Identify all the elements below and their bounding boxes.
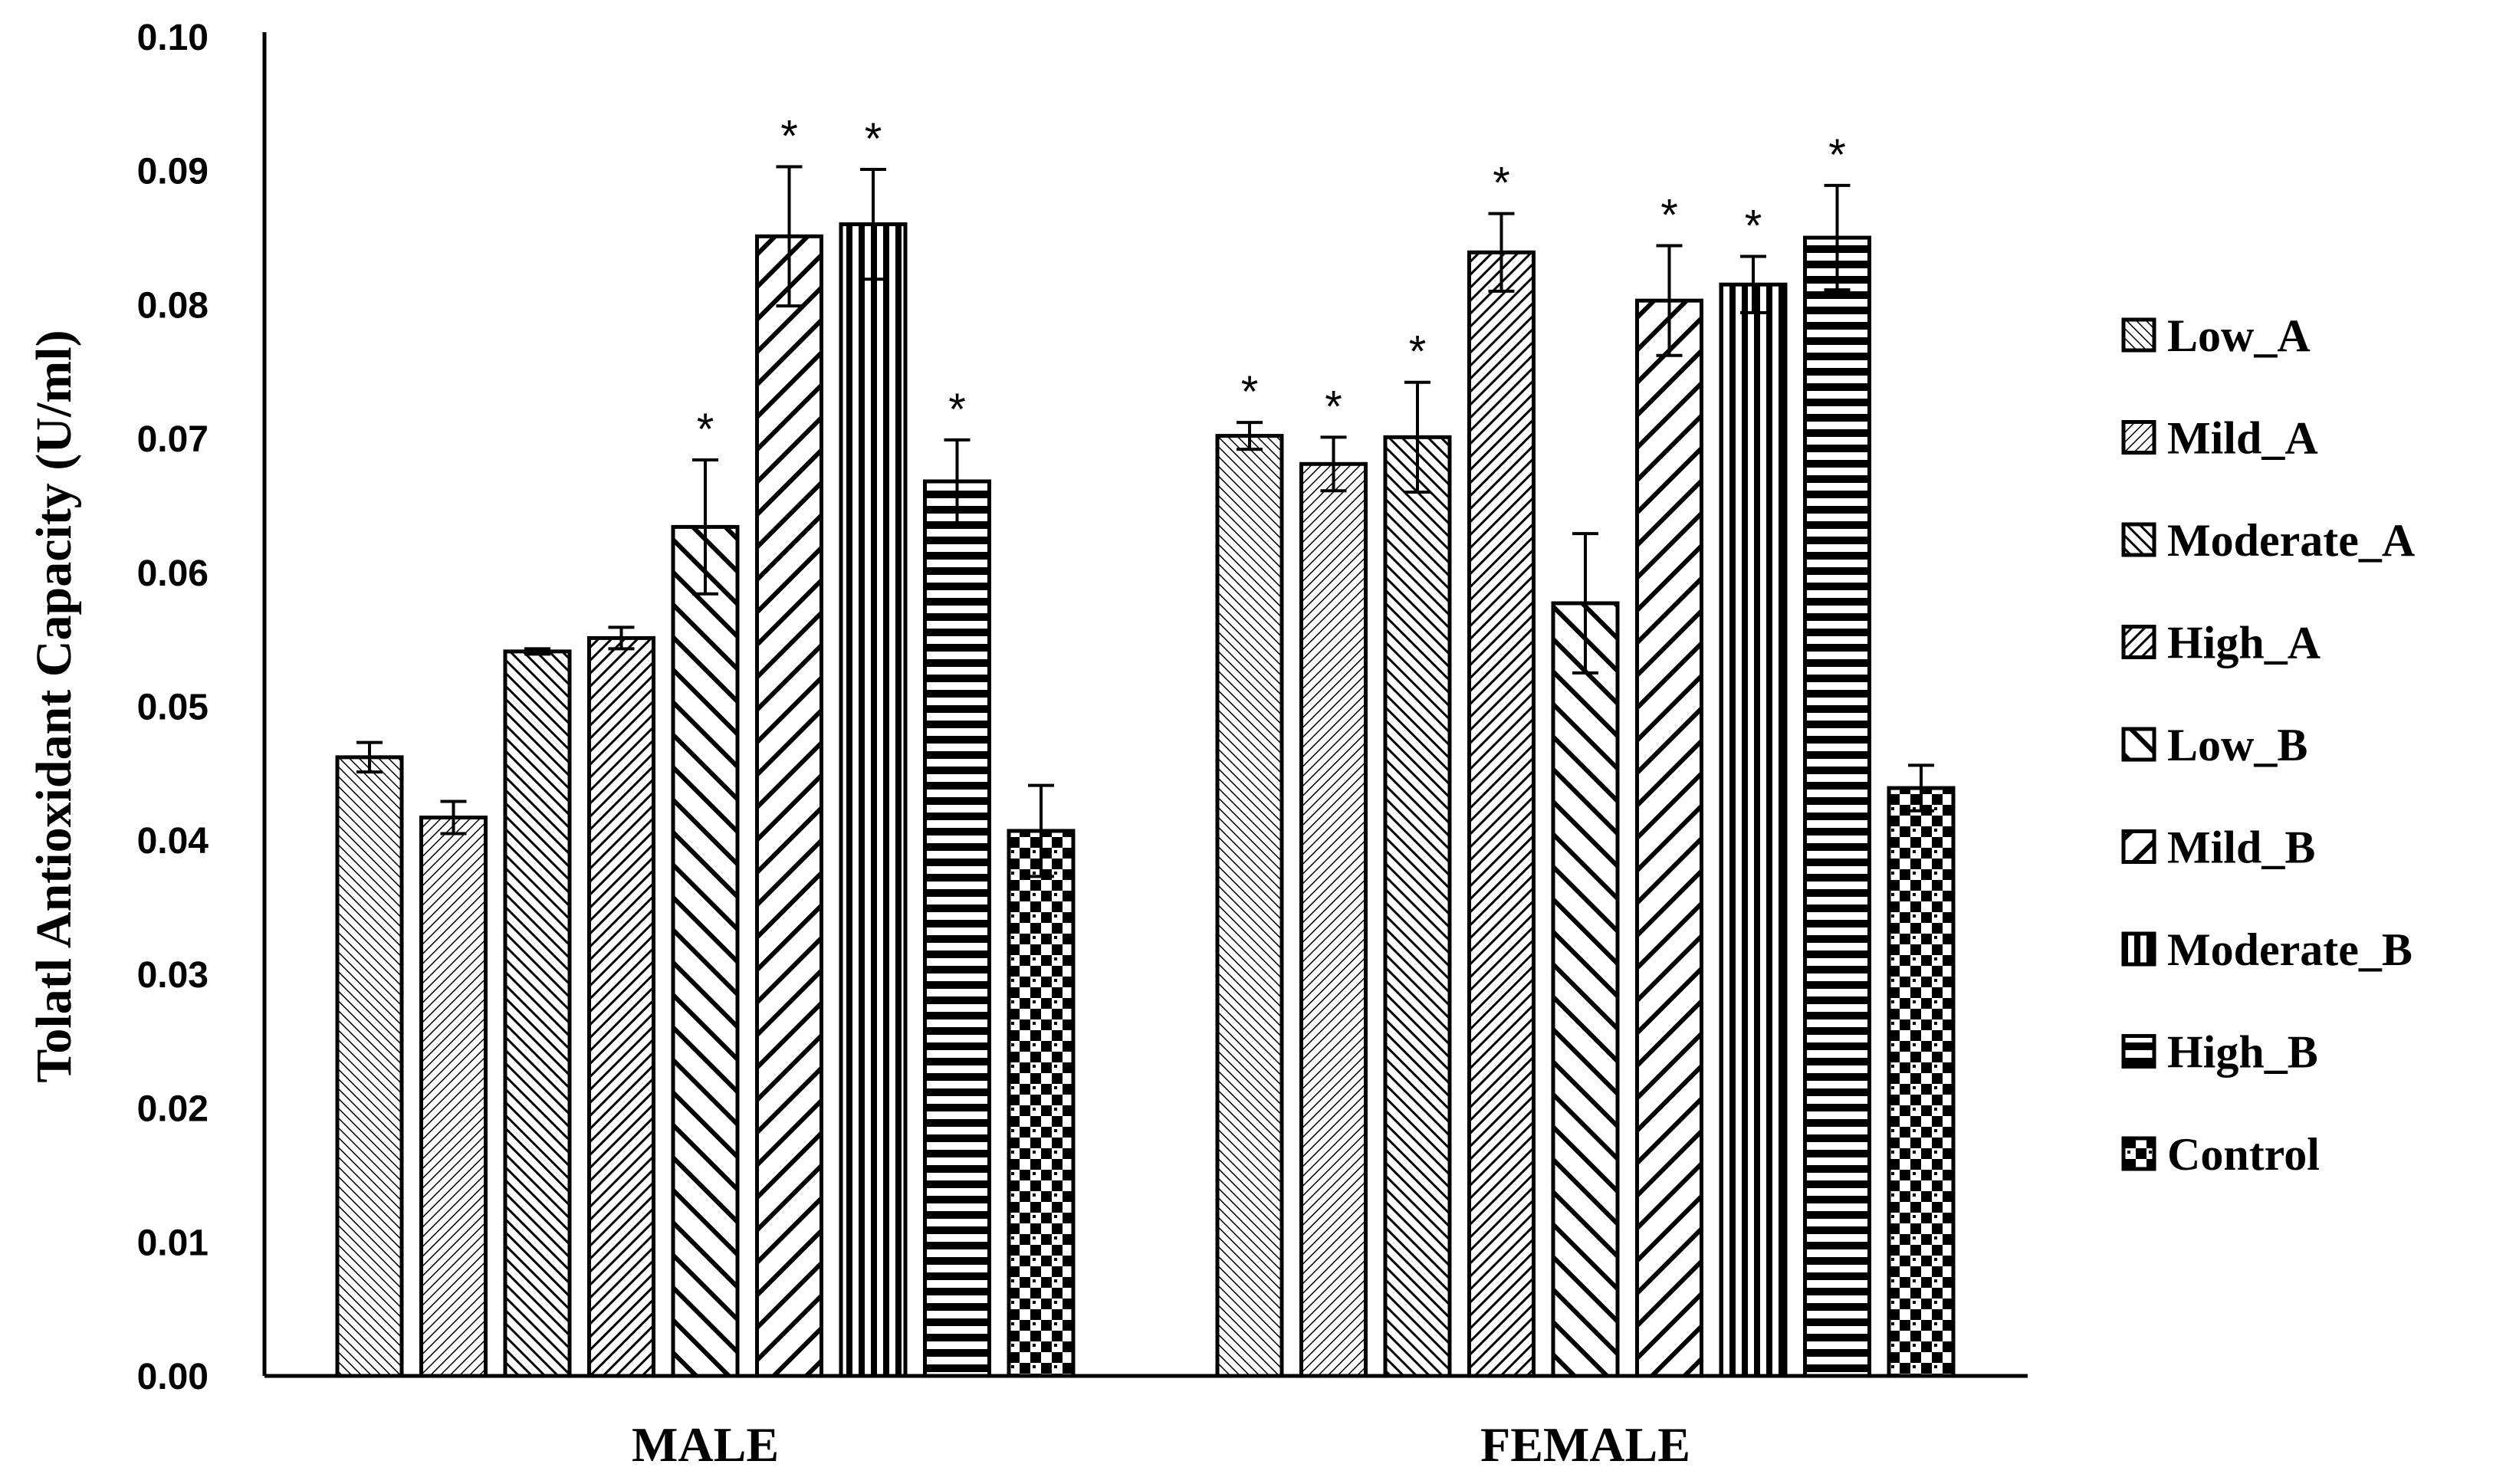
bar-Mild_A-FEMALE [1299, 461, 1368, 1378]
bar-High_A-MALE [587, 635, 655, 1378]
y-axis-title: Tolatl Antioxidant Capacity (U/ml) [26, 330, 82, 1082]
y-tick-label: 0.06 [137, 553, 209, 594]
y-tick-label: 0.00 [137, 1357, 209, 1397]
bar-Mild_A-MALE [419, 816, 488, 1378]
x-category-label: FEMALE [1480, 1417, 1690, 1472]
bar-Mild_B-FEMALE [1635, 298, 1703, 1378]
bar-Low_B-FEMALE [1551, 601, 1620, 1378]
significance-star: * [780, 111, 798, 161]
legend-label-Moderate_A: Moderate_A [2167, 515, 2415, 566]
legend-label-Control: Control [2167, 1129, 2320, 1180]
significance-star: * [1409, 327, 1427, 377]
significance-star: * [1493, 159, 1510, 208]
legend-label-Low_A: Low_A [2167, 310, 2311, 361]
significance-star: * [948, 385, 966, 435]
legend-swatch-Low_A [2121, 317, 2156, 353]
legend-swatch-Low_B [2121, 727, 2156, 762]
legend-swatch-Mild_B [2121, 829, 2156, 864]
y-tick-label: 0.09 [137, 152, 209, 192]
bars [335, 165, 1956, 1378]
legend-swatch-Mild_A [2121, 420, 2156, 455]
bar-High_B-FEMALE [1803, 235, 1871, 1378]
legend-swatch-Moderate_A [2121, 522, 2156, 557]
bar-Control-MALE [1007, 829, 1076, 1378]
significance-star: * [1745, 202, 1762, 251]
legend-swatch-Control [2121, 1136, 2156, 1171]
legend-swatch-Moderate_B [2121, 931, 2156, 967]
y-tick-label: 0.03 [137, 955, 209, 996]
bar-High_A-FEMALE [1467, 250, 1536, 1378]
axes [262, 32, 2028, 1378]
bar-High_B-MALE [923, 479, 991, 1378]
legend-label-Mild_B: Mild_B [2167, 822, 2315, 873]
legend-label-Moderate_B: Moderate_B [2167, 924, 2413, 975]
y-tick-label: 0.02 [137, 1089, 209, 1130]
significance-star: * [865, 114, 882, 164]
bar-Moderate_A-MALE [503, 649, 572, 1378]
legend-label-High_B: High_B [2167, 1027, 2318, 1078]
significance-star: * [1241, 367, 1259, 417]
legend-label-Low_B: Low_B [2167, 720, 2307, 770]
bar-Mild_B-MALE [755, 234, 823, 1378]
y-tick-label: 0.07 [137, 419, 209, 460]
bar-Low_B-MALE [671, 524, 740, 1378]
significance-star: * [1828, 130, 1846, 180]
bar-Low_A-FEMALE [1215, 434, 1284, 1378]
y-tick-label: 0.04 [137, 821, 209, 862]
bar-Moderate_B-FEMALE [1719, 282, 1788, 1378]
legend-label-Mild_A: Mild_A [2167, 413, 2318, 464]
significance-star: * [1325, 382, 1342, 432]
y-tick-label: 0.05 [137, 688, 209, 728]
y-tick-label: 0.01 [137, 1223, 209, 1263]
bar-Control-FEMALE [1887, 786, 1956, 1378]
significance-star: * [697, 405, 714, 455]
bar-Low_A-MALE [335, 755, 404, 1378]
legend-label-High_A: High_A [2167, 618, 2321, 668]
legend-swatch-High_B [2121, 1034, 2156, 1069]
bar-Moderate_B-MALE [839, 222, 908, 1378]
bar-Moderate_A-FEMALE [1383, 435, 1452, 1378]
legend-swatch-High_A [2121, 625, 2156, 659]
y-tick-label: 0.08 [137, 285, 209, 326]
x-category-label: MALE [632, 1417, 779, 1472]
labels: 0.00 0.01 0.02 0.03 0.04 0.05 0.06 0.07 0.08 0.09… [26, 18, 1846, 1472]
significance-star: * [1660, 191, 1678, 241]
legend: Low_A Mild_A Moderate_A High_A Low_B Mild_B Mo… [2121, 310, 2415, 1180]
y-tick-label: 0.10 [137, 18, 209, 58]
